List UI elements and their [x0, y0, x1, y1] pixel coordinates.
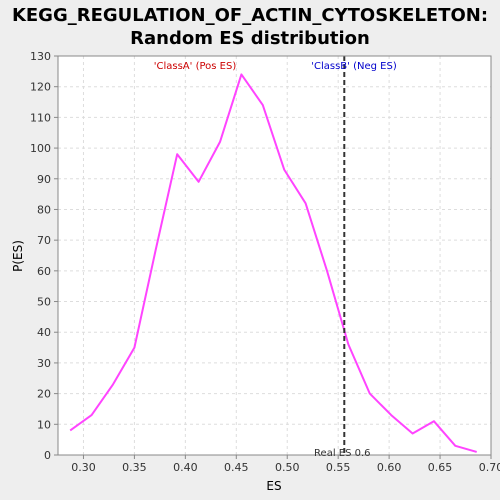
class-b-label: 'ClassB' (Neg ES): [311, 61, 397, 72]
series-layer: [69, 73, 477, 453]
plot-area: [58, 56, 491, 455]
x-tick-label: 0.60: [377, 461, 402, 474]
y-axis: 0 10 20 30 40 50 60 70 80 90 100 110 120 130: [30, 50, 58, 462]
y-tick-label: 130: [30, 50, 51, 63]
chart-title-line1: KEGG_REGULATION_OF_ACTIN_CYTOSKELETON:: [12, 5, 488, 26]
x-axis-label: ES: [266, 479, 281, 493]
x-tick-label: 0.50: [275, 461, 300, 474]
plot-border: [57, 55, 492, 456]
y-axis-label: P(ES): [11, 240, 25, 272]
y-tick-label: 80: [37, 203, 51, 216]
x-tick-label: 0.65: [428, 461, 453, 474]
y-tick-label: 30: [37, 357, 51, 370]
chart-title-line2: Random ES distribution: [130, 28, 370, 49]
x-tick-label: 0.30: [71, 461, 96, 474]
y-tick-label: 60: [37, 265, 51, 278]
x-tick-label: 0.35: [122, 461, 147, 474]
y-tick-label: 50: [37, 296, 51, 309]
y-tick-label: 120: [30, 81, 51, 94]
x-tick-label: 0.55: [326, 461, 351, 474]
y-tick-label: 10: [37, 418, 51, 431]
y-tick-label: 90: [37, 173, 51, 186]
y-tick-label: 0: [44, 449, 51, 462]
series-line: [69, 73, 477, 453]
x-axis: 0.30 0.35 0.40 0.45 0.50 0.55 0.60 0.65 0.70: [71, 455, 500, 474]
y-tick-label: 40: [37, 326, 51, 339]
y-tick-label: 100: [30, 142, 51, 155]
x-tick-label: 0.45: [224, 461, 249, 474]
y-tick-label: 70: [37, 234, 51, 247]
class-a-label: 'ClassA' (Pos ES): [154, 61, 237, 72]
real-es-label: Real ES 0.6: [314, 448, 370, 459]
y-tick-label: 20: [37, 388, 51, 401]
y-tick-label: 110: [30, 111, 51, 124]
x-tick-label: 0.40: [173, 461, 198, 474]
x-tick-label: 0.70: [479, 461, 500, 474]
